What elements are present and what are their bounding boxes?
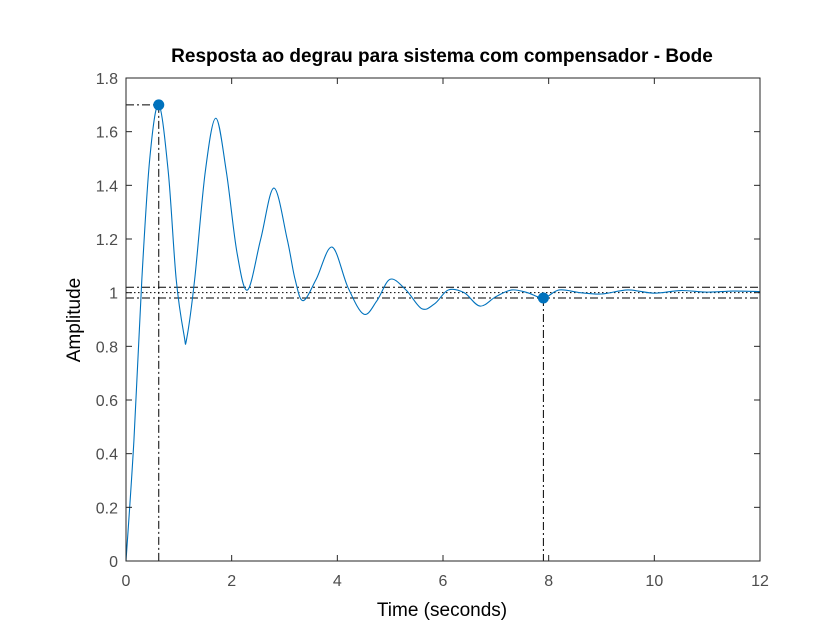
axes-background	[126, 78, 760, 561]
x-tick-label-5: 10	[645, 573, 663, 590]
x-tick-label-6: 12	[751, 573, 769, 590]
y-tick-label-7: 1.4	[96, 178, 118, 195]
x-tick-label-3: 6	[439, 573, 448, 590]
y-tick-label-9: 1.8	[96, 71, 118, 88]
y-tick-label-3: 0.6	[96, 393, 118, 410]
settling-marker	[537, 292, 549, 304]
y-tick-label-8: 1.6	[96, 125, 118, 142]
plot-marks	[125, 99, 761, 562]
x-tick-label-0: 0	[122, 573, 131, 590]
y-axis-label: Amplitude	[64, 278, 85, 363]
y-tick-label-6: 1.2	[96, 232, 118, 249]
x-tick-label-2: 4	[333, 573, 342, 590]
chart-title: Resposta ao degrau para sistema com comp…	[171, 46, 713, 67]
y-tick-label-2: 0.4	[96, 447, 118, 464]
y-tick-label-4: 0.8	[96, 339, 118, 356]
y-tick-label-1: 0.2	[96, 500, 118, 517]
peak-marker	[153, 99, 165, 111]
x-tick-label-4: 8	[544, 573, 553, 590]
y-tick-label-0: 0	[109, 554, 118, 571]
x-axis-label: Time (seconds)	[377, 600, 507, 621]
y-tick-label-5: 1	[109, 286, 118, 303]
x-tick-label-1: 2	[227, 573, 236, 590]
axes: 0 2 4 6 8 10 12 0 0.2 0.4 0.6 0.8 1 1.2 1.4 1.6 1.8	[96, 71, 769, 590]
step-response-line-0	[125, 104, 761, 562]
